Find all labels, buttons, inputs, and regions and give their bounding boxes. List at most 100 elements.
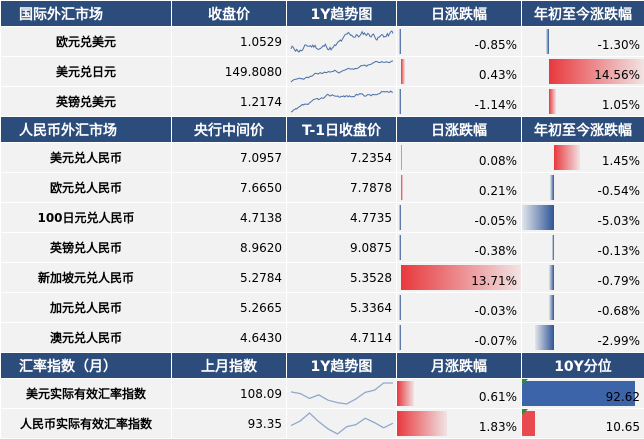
- table-row: 美元兑人民币 7.0957 7.2354 0.08% 1.45%: [1, 143, 644, 173]
- negative-bar: [552, 235, 553, 260]
- pair-name: 英镑兑美元: [1, 87, 172, 117]
- comment-marker: [522, 409, 528, 415]
- daily-change-cell: -0.85%: [397, 27, 522, 57]
- table-row: 英镑兑美元 1.2174 -1.14% 1.05%: [1, 87, 644, 117]
- percentile-10y-cell: 92.62: [522, 379, 644, 409]
- ytd-change-cell: -1.30%: [522, 27, 644, 57]
- header-international-fx: 国际外汇市场 收盘价 1Y趋势图 日涨跌幅 年初至今涨跌幅: [1, 1, 644, 27]
- daily-change-value: -0.07%: [475, 334, 517, 348]
- daily-change-cell: -0.07%: [397, 323, 522, 353]
- daily-change-cell: -0.38%: [397, 233, 522, 263]
- daily-change-cell: 13.71%: [397, 263, 522, 293]
- close-price: 1.0529: [172, 27, 287, 57]
- prev-close: 4.7735: [287, 203, 397, 233]
- ytd-change-cell: 14.56%: [522, 57, 644, 87]
- negative-bar: [399, 205, 400, 230]
- header-cell: 上月指数: [172, 353, 287, 379]
- pair-name: 新加坡元兑人民币: [1, 263, 172, 293]
- negative-bar: [399, 89, 400, 114]
- ytd-change-value: -0.13%: [598, 244, 640, 258]
- sparkline-path: [291, 61, 393, 82]
- pair-name: 澳元兑人民币: [1, 323, 172, 353]
- ytd-change-cell: -0.79%: [522, 263, 644, 293]
- daily-change-value: -0.05%: [475, 214, 517, 228]
- negative-bar: [399, 325, 400, 350]
- positive-bar: [397, 411, 447, 436]
- trend-sparkline: [287, 57, 397, 86]
- daily-change-value: 0.43%: [479, 68, 517, 82]
- positive-bar: [401, 145, 402, 170]
- central-parity: 7.6650: [172, 173, 287, 203]
- table-row: 美元实际有效汇率指数 108.09 0.61% 92.62: [1, 379, 644, 409]
- header-fx-index: 汇率指数（月） 上月指数 1Y趋势图 月涨跌幅 10Y分位: [1, 353, 644, 379]
- trend-sparkline-cell: [287, 57, 397, 87]
- header-cell: 1Y趋势图: [287, 1, 397, 27]
- negative-bar: [549, 295, 553, 320]
- prev-close: 5.3528: [287, 263, 397, 293]
- positive-bar: [397, 381, 414, 406]
- pair-name: 欧元兑人民币: [1, 173, 172, 203]
- daily-change-cell: -1.14%: [397, 87, 522, 117]
- trend-sparkline-cell: [287, 87, 397, 117]
- ytd-change-value: -5.03%: [598, 214, 640, 228]
- trend-sparkline: [287, 27, 397, 56]
- ytd-change-cell: -0.68%: [522, 293, 644, 323]
- trend-sparkline-cell: [287, 27, 397, 57]
- ytd-change-cell: 1.45%: [522, 143, 644, 173]
- table-row: 英镑兑人民币 8.9620 9.0875 -0.38% -0.13%: [1, 233, 644, 263]
- daily-change-cell: -0.05%: [397, 203, 522, 233]
- positive-bar: [554, 145, 580, 170]
- negative-bar: [522, 205, 554, 230]
- daily-change-value: -0.38%: [475, 244, 517, 258]
- comment-marker: [522, 379, 528, 385]
- prev-close: 5.3364: [287, 293, 397, 323]
- positive-bar: [401, 59, 405, 84]
- table-row: 澳元兑人民币 4.6430 4.7114 -0.07% -2.99%: [1, 323, 644, 353]
- central-parity: 5.2665: [172, 293, 287, 323]
- ytd-change-value: -0.54%: [598, 184, 640, 198]
- negative-bar: [550, 175, 553, 200]
- index-name: 美元实际有效汇率指数: [1, 379, 172, 409]
- header-cell: 日涨跌幅: [397, 117, 522, 143]
- percentile-10y-value: 10.65: [606, 420, 640, 434]
- header-cell: 日涨跌幅: [397, 1, 522, 27]
- header-cell: 收盘价: [172, 1, 287, 27]
- fx-dashboard: 国际外汇市场 收盘价 1Y趋势图 日涨跌幅 年初至今涨跌幅 欧元兑美元 1.05…: [0, 0, 644, 426]
- central-parity: 7.0957: [172, 143, 287, 173]
- sparkline-path: [291, 31, 393, 52]
- ytd-change-value: 1.45%: [602, 154, 640, 168]
- daily-change-cell: 0.21%: [397, 173, 522, 203]
- central-parity: 4.6430: [172, 323, 287, 353]
- positive-bar: [401, 175, 403, 200]
- header-cell: 汇率指数（月）: [1, 353, 172, 379]
- negative-bar: [535, 325, 554, 350]
- ytd-change-value: -1.30%: [598, 38, 640, 52]
- header-cell: T-1日收盘价: [287, 117, 397, 143]
- sparkline-path: [291, 413, 393, 434]
- percentile-10y-value: 92.62: [606, 390, 640, 404]
- daily-change-value: -0.03%: [475, 304, 517, 318]
- daily-change-value: -0.85%: [475, 38, 517, 52]
- header-cell: 人民币外汇市场: [1, 117, 172, 143]
- header-cell: 年初至今涨跌幅: [522, 117, 644, 143]
- table-row: 美元兑日元 149.8080 0.43% 14.56%: [1, 57, 644, 87]
- header-rmb-fx: 人民币外汇市场 央行中间价 T-1日收盘价 日涨跌幅 年初至今涨跌幅: [1, 117, 644, 143]
- daily-change-cell: 0.43%: [397, 57, 522, 87]
- ytd-change-cell: 1.05%: [522, 87, 644, 117]
- close-price: 1.2174: [172, 87, 287, 117]
- table-row: 加元兑人民币 5.2665 5.3364 -0.03% -0.68%: [1, 293, 644, 323]
- ytd-change-cell: -2.99%: [522, 323, 644, 353]
- sparkline-path: [291, 91, 393, 112]
- monthly-change-cell: 0.61%: [397, 379, 522, 409]
- ytd-change-cell: -0.13%: [522, 233, 644, 263]
- negative-bar: [399, 235, 400, 260]
- header-cell: 国际外汇市场: [1, 1, 172, 27]
- trend-sparkline: [287, 87, 397, 116]
- monthly-change-cell: 1.83%: [397, 409, 522, 439]
- pair-name: 美元兑日元: [1, 57, 172, 87]
- ytd-change-value: 1.05%: [602, 98, 640, 112]
- monthly-change-value: 0.61%: [479, 390, 517, 404]
- prev-close: 7.2354: [287, 143, 397, 173]
- ytd-change-value: 14.56%: [594, 68, 640, 82]
